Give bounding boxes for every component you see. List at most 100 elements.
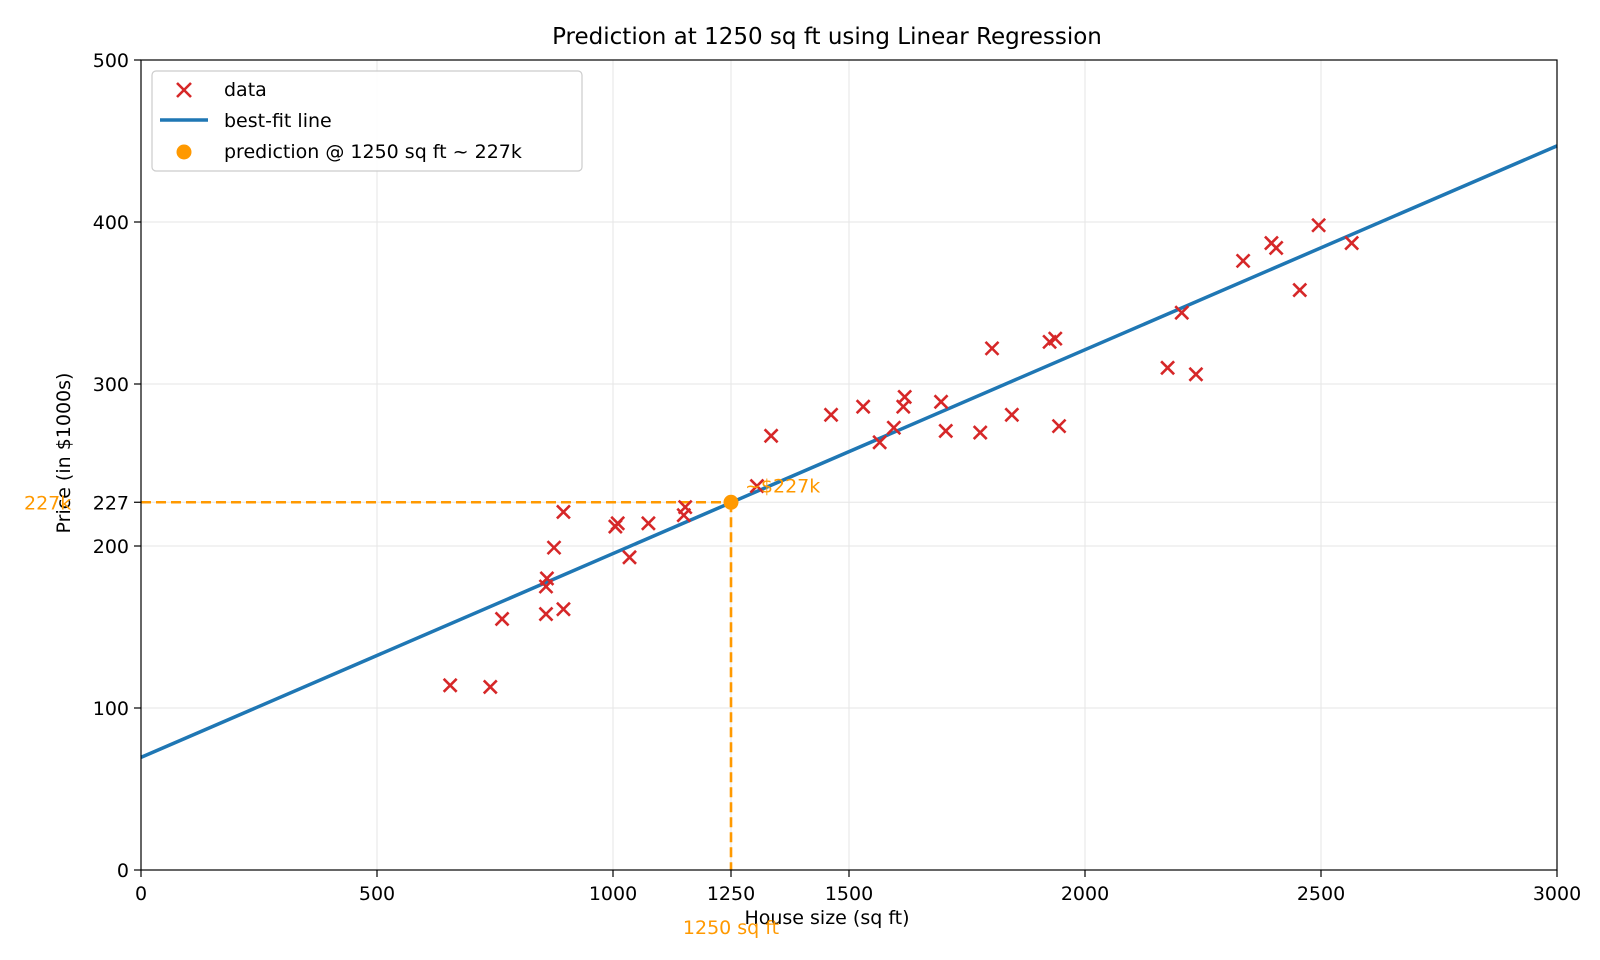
data-point-stroke [886, 420, 902, 436]
data-point-stroke [897, 389, 913, 405]
x-marker-label: 1250 sq ft [683, 917, 779, 939]
data-point [933, 394, 949, 410]
data-point [972, 425, 988, 441]
data-point [1174, 305, 1190, 321]
legend-label-data: data [224, 79, 267, 101]
data-point-stroke [763, 428, 779, 444]
data-point-stroke [677, 499, 693, 515]
legend-box [151, 70, 583, 172]
y-axis-ticks: 0 100 200 227 300 400 500 [93, 50, 141, 882]
x-axis-ticks: 0 500 1000 1250 1500 2000 2500 3000 [135, 870, 1581, 905]
data-point [984, 340, 1000, 356]
grid [140, 59, 1558, 871]
data-point-stroke [556, 504, 571, 520]
data-point-stroke [494, 611, 510, 627]
x-tick-label: 1000 [589, 883, 637, 905]
data-point-stroke [1344, 235, 1360, 251]
data-point-stroke [622, 549, 637, 565]
data-point-stroke [749, 478, 765, 494]
data-point-stroke [610, 515, 626, 531]
data-point-stroke [972, 425, 988, 441]
legend-marker-prediction [176, 144, 192, 160]
data-point [763, 428, 779, 444]
data-point-stroke [482, 679, 498, 695]
data-point [556, 504, 571, 520]
data-point-stroke [855, 399, 871, 415]
data-point [1051, 418, 1067, 434]
data-point [749, 478, 765, 494]
data-point-stroke [1311, 217, 1327, 233]
data-point-stroke [546, 540, 562, 556]
prediction-layer [723, 494, 739, 510]
data-point [1047, 331, 1063, 347]
data-point [677, 499, 693, 515]
x-tick-label: 3000 [1533, 883, 1581, 905]
data-point [1311, 217, 1327, 233]
prediction-guides [141, 500, 733, 870]
data-point [1292, 282, 1308, 298]
data-point [442, 677, 458, 693]
y-marker-label: 227k [24, 492, 71, 514]
data-point-stroke [556, 601, 571, 617]
data-point-stroke [640, 515, 656, 531]
data-point [482, 679, 498, 695]
data-point-stroke [1268, 240, 1284, 256]
chart-title: Prediction at 1250 sq ft using Linear Re… [552, 24, 1102, 50]
data-point-stroke [1188, 366, 1204, 382]
legend: data best-fit line prediction @ 1250 sq … [151, 70, 583, 172]
x-tick-label: 2000 [1061, 883, 1109, 905]
data-point-stroke [539, 570, 555, 586]
data-points [442, 217, 1360, 695]
x-tick-label: 0 [135, 883, 147, 905]
data-point-stroke [442, 677, 458, 693]
data-point-stroke [1174, 305, 1190, 321]
data-point [823, 407, 839, 423]
data-point [1160, 360, 1176, 376]
y-tick-label: 300 [93, 374, 129, 396]
y-tick-label: 100 [93, 698, 129, 720]
data-point [855, 399, 871, 415]
x-axis-label: House size (sq ft) [744, 907, 909, 929]
data-point-stroke [1004, 407, 1020, 423]
data-point [556, 601, 571, 617]
y-axis-label: Price (in $1000s) [53, 373, 75, 534]
data-point [538, 606, 554, 622]
data-point-stroke [823, 407, 839, 423]
data-point [640, 515, 656, 531]
data-point [546, 540, 562, 556]
x-tick-label: 1500 [825, 883, 873, 905]
data-point [938, 423, 954, 439]
data-point-stroke [938, 423, 954, 439]
data-point-stroke [1292, 282, 1308, 298]
data-point [1235, 253, 1251, 269]
legend-label-prediction: prediction @ 1250 sq ft ~ 227k [224, 141, 522, 163]
data-point-stroke [984, 340, 1000, 356]
data-point [1188, 366, 1204, 382]
y-tick-label: 0 [117, 860, 129, 882]
data-point [1004, 407, 1020, 423]
data-point [610, 515, 626, 531]
data-point [622, 549, 637, 565]
data-point [539, 570, 555, 586]
prediction-point-label: ~$227k [745, 475, 820, 497]
data-point-stroke [895, 399, 911, 415]
y-tick-label: 400 [93, 212, 129, 234]
y-tick-label: 500 [93, 50, 129, 72]
x-tick-label: 500 [359, 883, 395, 905]
best-fit-line [140, 144, 1558, 760]
data-point-stroke [872, 434, 888, 450]
legend-marker-data [176, 82, 192, 98]
data-point-stroke [538, 606, 554, 622]
legend-label-line: best-fit line [224, 110, 332, 132]
x-tick-label: 1250 [707, 883, 755, 905]
data-point-stroke [1051, 418, 1067, 434]
data-point [494, 611, 510, 627]
prediction-point [723, 494, 739, 510]
y-tick-label: 227 [93, 492, 129, 514]
data-point [1268, 240, 1284, 256]
data-point [872, 434, 888, 450]
data-point [897, 389, 913, 405]
data-point [886, 420, 902, 436]
data-point-stroke [1235, 253, 1251, 269]
